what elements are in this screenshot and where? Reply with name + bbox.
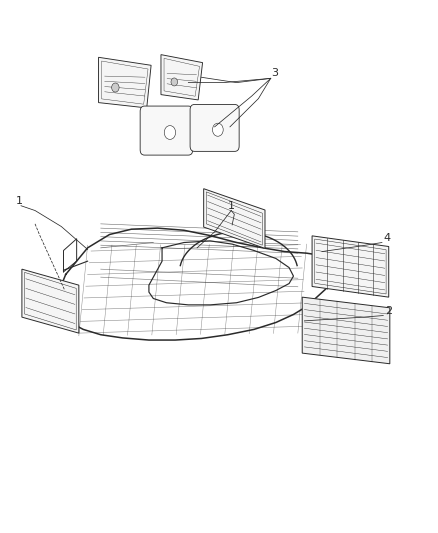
Polygon shape xyxy=(302,297,390,364)
Polygon shape xyxy=(204,189,265,248)
Polygon shape xyxy=(99,58,151,108)
Polygon shape xyxy=(22,269,79,333)
FancyBboxPatch shape xyxy=(190,104,239,151)
Polygon shape xyxy=(312,236,389,297)
Text: 4: 4 xyxy=(383,233,390,243)
Circle shape xyxy=(171,78,177,86)
Text: 2: 2 xyxy=(385,306,392,317)
Text: 1: 1 xyxy=(15,196,22,206)
Polygon shape xyxy=(161,55,202,100)
Text: 1: 1 xyxy=(228,201,235,211)
FancyBboxPatch shape xyxy=(140,106,193,155)
Text: 3: 3 xyxy=(272,68,279,78)
Circle shape xyxy=(212,123,223,136)
Circle shape xyxy=(164,126,176,140)
Circle shape xyxy=(112,83,119,92)
